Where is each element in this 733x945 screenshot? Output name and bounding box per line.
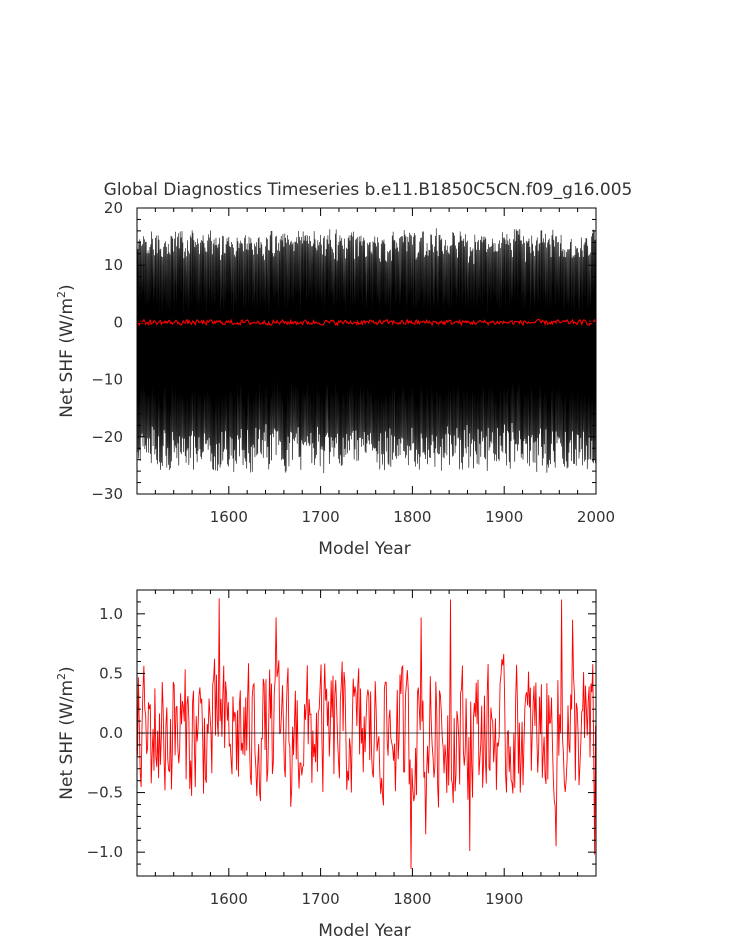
y-axis-title: Net SHF (W/m2) <box>55 666 77 799</box>
x-tick-label: 1700 <box>302 890 340 908</box>
y-tick-label: −30 <box>91 485 123 503</box>
x-tick-label: 1800 <box>393 890 431 908</box>
y-tick-label: 1.0 <box>99 605 123 623</box>
y-tick-label: −20 <box>91 428 123 446</box>
x-tick-label: 2000 <box>577 508 615 526</box>
x-tick-label: 1600 <box>210 890 248 908</box>
y-tick-label: 20 <box>104 199 123 217</box>
series-line-annual-mean <box>137 598 596 869</box>
plot-frame <box>136 207 597 495</box>
y-tick-label: 0.0 <box>99 724 123 742</box>
series-line-monthly <box>137 228 596 474</box>
y-tick-label: 10 <box>104 256 123 274</box>
y-axis-title: Net SHF (W/m2) <box>55 284 77 417</box>
bottom-chart: 1600 1700 1800 1900 −1.0 −0.5 0.0 0.5 1.0 Model Y… <box>55 589 597 941</box>
chart-title: Global Diagnostics Timeseries b.e11.B185… <box>104 180 633 200</box>
plot-area <box>137 598 596 869</box>
x-axis-title: Model Year <box>318 921 410 941</box>
y-tick-label: −1.0 <box>87 843 123 861</box>
y-tick-label: 0.5 <box>99 664 123 682</box>
x-axis-title: Model Year <box>318 539 410 559</box>
x-tick-label: 1900 <box>485 508 523 526</box>
x-tick-label: 1800 <box>393 508 431 526</box>
top-chart: 1600 1700 1800 1900 2000 −30 −20 −10 0 10 20 Model … <box>55 199 615 559</box>
plot-area <box>137 228 596 474</box>
y-tick-label: 0 <box>113 313 123 331</box>
x-tick-label: 1900 <box>485 890 523 908</box>
y-tick-label: −0.5 <box>87 784 123 802</box>
series-line-annual-mean <box>137 318 596 327</box>
x-tick-label: 1700 <box>302 508 340 526</box>
x-tick-label: 1600 <box>210 508 248 526</box>
y-tick-label: −10 <box>91 371 123 389</box>
